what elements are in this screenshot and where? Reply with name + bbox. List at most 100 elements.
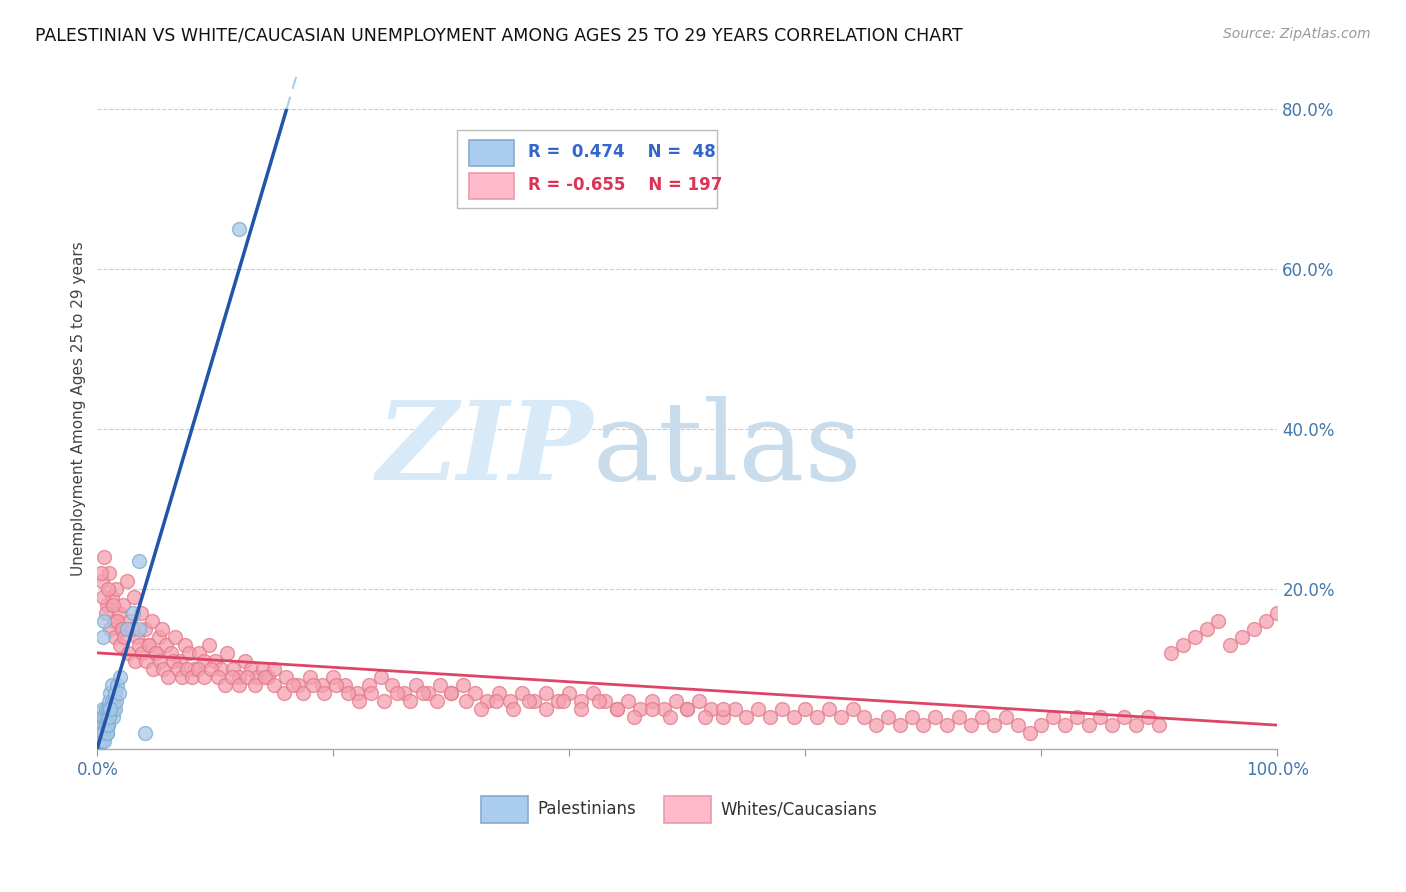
Point	[91, 702, 114, 716]
Point	[222, 662, 245, 676]
Point	[138, 638, 160, 652]
Point	[499, 694, 522, 708]
Point	[1007, 718, 1029, 732]
Point	[1125, 718, 1147, 732]
Point	[104, 686, 127, 700]
Point	[1077, 718, 1099, 732]
Point	[90, 734, 112, 748]
Point	[399, 694, 422, 708]
Point	[900, 710, 922, 724]
Point	[169, 654, 191, 668]
Point	[121, 622, 143, 636]
Point	[994, 710, 1017, 724]
Point	[936, 718, 959, 732]
Point	[135, 654, 157, 668]
Point	[1184, 630, 1206, 644]
Point	[141, 614, 163, 628]
Point	[89, 734, 111, 748]
Point	[889, 718, 911, 732]
Point	[747, 702, 769, 716]
Point	[134, 622, 156, 636]
Point	[370, 670, 392, 684]
Text: atlas: atlas	[593, 396, 863, 503]
Point	[94, 718, 117, 732]
Point	[1112, 710, 1135, 724]
Point	[101, 598, 124, 612]
Point	[157, 670, 180, 684]
Point	[245, 678, 267, 692]
Text: R =  0.474    N =  48: R = 0.474 N = 48	[529, 144, 716, 161]
Point	[658, 710, 681, 724]
Point	[641, 702, 664, 716]
Point	[111, 622, 134, 636]
Point	[454, 694, 477, 708]
Point	[628, 702, 651, 716]
Point	[217, 646, 239, 660]
Point	[676, 702, 699, 716]
Point	[129, 606, 152, 620]
Point	[676, 702, 699, 716]
Text: PALESTINIAN VS WHITE/CAUCASIAN UNEMPLOYMENT AMONG AGES 25 TO 29 YEARS CORRELATIO: PALESTINIAN VS WHITE/CAUCASIAN UNEMPLOYM…	[35, 27, 963, 45]
Point	[1018, 726, 1040, 740]
Point	[623, 710, 645, 724]
Point	[97, 718, 120, 732]
Point	[322, 670, 344, 684]
Point	[700, 702, 723, 716]
Point	[959, 718, 981, 732]
Point	[416, 686, 439, 700]
Point	[1219, 638, 1241, 652]
Point	[253, 670, 276, 684]
Point	[165, 630, 187, 644]
Point	[228, 221, 250, 235]
Point	[302, 678, 325, 692]
Point	[652, 702, 675, 716]
Point	[110, 622, 132, 636]
Point	[96, 710, 118, 724]
Point	[233, 654, 256, 668]
Point	[373, 694, 395, 708]
Point	[93, 550, 115, 565]
Point	[89, 726, 111, 740]
Point	[97, 702, 120, 716]
Point	[333, 678, 356, 692]
Point	[183, 662, 205, 676]
Point	[711, 710, 734, 724]
Point	[924, 710, 946, 724]
Point	[818, 702, 841, 716]
Point	[1230, 630, 1253, 644]
Point	[298, 670, 321, 684]
Point	[1066, 710, 1088, 724]
Point	[136, 638, 159, 652]
Point	[91, 726, 114, 740]
Point	[148, 630, 170, 644]
Point	[98, 566, 121, 580]
Point	[100, 590, 122, 604]
Point	[311, 678, 333, 692]
Point	[782, 710, 804, 724]
Point	[108, 670, 131, 684]
Point	[569, 694, 592, 708]
Point	[287, 678, 309, 692]
Point	[98, 686, 121, 700]
Point	[187, 646, 209, 660]
Point	[98, 702, 121, 716]
Point	[209, 662, 232, 676]
Point	[97, 582, 120, 596]
Point	[553, 694, 575, 708]
Point	[90, 566, 112, 580]
Point	[1171, 638, 1194, 652]
Point	[96, 726, 118, 740]
Point	[173, 638, 195, 652]
Point	[107, 606, 129, 620]
Point	[558, 686, 581, 700]
Point	[257, 670, 280, 684]
Point	[606, 702, 628, 716]
Point	[236, 670, 259, 684]
Point	[283, 678, 305, 692]
Point	[1031, 718, 1053, 732]
Point	[1136, 710, 1159, 724]
Point	[198, 638, 221, 652]
Point	[98, 710, 121, 724]
Point	[470, 702, 492, 716]
Point	[972, 710, 994, 724]
